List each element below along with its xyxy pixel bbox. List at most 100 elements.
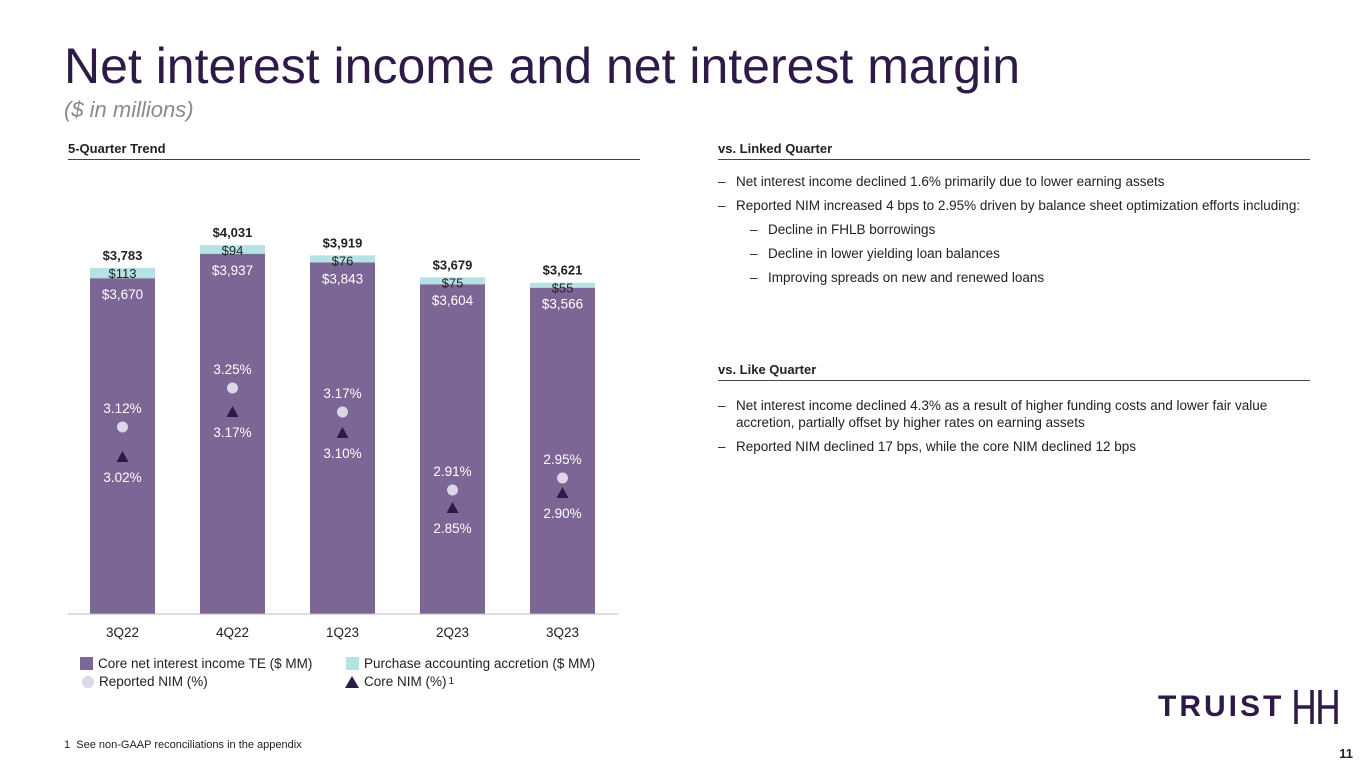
bar-accretion — [310, 255, 375, 263]
like-bullets-item: – Reported NIM declined 17 bps, while the… — [718, 438, 1308, 455]
core-nim-label: 3.10% — [323, 446, 361, 461]
legend-swatch-accretion — [346, 657, 359, 670]
circle-marker-icon — [82, 675, 94, 688]
total-label: $3,621 — [543, 263, 583, 278]
accretion-label: $113 — [109, 266, 137, 281]
x-tick-label: 1Q23 — [326, 625, 359, 640]
reported-nim-marker — [227, 382, 238, 394]
linked-bullets-item: – Decline in FHLB borrowings — [718, 221, 1308, 238]
chart-legend: Core net interest income TE ($ MM) Purch… — [80, 656, 640, 696]
truist-hh-icon — [1294, 690, 1339, 724]
like-bullets-item: – Net interest income declined 4.3% as a … — [718, 397, 1308, 431]
reported-nim-label: 3.17% — [323, 386, 361, 401]
section-heading-like-quarter: vs. Like Quarter — [718, 362, 1310, 381]
nii-nim-chart: $3,783 $113 $3,670 3.12% 3.02% 3Q22 $4,031 $94 $… — [68, 225, 618, 640]
section-heading-linked-quarter: vs. Linked Quarter — [718, 141, 1310, 160]
bullet-dash: – — [718, 398, 726, 413]
bar-core-nii — [530, 287, 595, 614]
legend-item-reported-nim: Reported NIM (%) — [82, 674, 208, 689]
total-label: $3,919 — [323, 235, 363, 250]
footnote: 1 See non-GAAP reconciliations in the ap… — [64, 739, 302, 751]
x-tick-label: 3Q22 — [106, 625, 139, 640]
legend-label-reported-nim: Reported NIM (%) — [99, 674, 208, 689]
triangle-marker-icon — [345, 675, 359, 688]
accretion-label: $76 — [332, 253, 354, 268]
page-number: 11 — [1339, 746, 1353, 761]
accretion-label: $75 — [442, 275, 464, 290]
reported-nim-marker — [337, 406, 348, 418]
core-nim-marker — [336, 427, 349, 438]
bullet-text: Net interest income declined 4.3% as a r… — [736, 398, 1268, 430]
bar-accretion — [200, 245, 265, 254]
linked-bullets-item: – Net interest income declined 1.6% prima… — [718, 173, 1308, 190]
bar-core-nii — [200, 253, 265, 614]
core-nim-marker — [226, 406, 239, 417]
linked-bullets-item: – Improving spreads on new and renewed lo… — [718, 269, 1308, 286]
truist-logo: TRUIST — [1158, 688, 1339, 726]
bar-accretion — [530, 282, 595, 288]
bar-accretion — [90, 267, 155, 279]
legend-item-core-nim: Core NIM (%) 1 — [345, 674, 454, 689]
core-nim-marker — [446, 502, 459, 513]
bullet-text: Reported NIM increased 4 bps to 2.95% dr… — [736, 198, 1301, 213]
bar-accretion — [420, 277, 485, 285]
core-nii-label: $3,670 — [102, 287, 143, 302]
linked-quarter-bullets: – Net interest income declined 1.6% prima… — [718, 173, 1308, 293]
page-title: Net interest income and net interest mar… — [64, 38, 1021, 94]
bullet-dash: – — [750, 246, 758, 261]
bullet-text: Net interest income declined 1.6% primar… — [736, 174, 1165, 189]
bullet-text: Reported NIM declined 17 bps, while the … — [736, 439, 1136, 454]
page-subtitle: ($ in millions) — [64, 97, 194, 122]
bullet-dash: – — [750, 270, 758, 285]
legend-swatch-core-nii — [80, 657, 93, 670]
footnote-number: 1 — [64, 739, 71, 751]
legend-label-core-nim: Core NIM (%) — [364, 674, 447, 689]
section-heading-5-quarter-trend: 5-Quarter Trend — [68, 141, 640, 160]
linked-bullets-item: – Decline in lower yielding loan balances — [718, 245, 1308, 262]
bullet-dash: – — [718, 198, 726, 213]
reported-nim-marker — [117, 421, 128, 433]
footnote-superscript: 1 — [448, 676, 455, 687]
reported-nim-label: 2.95% — [543, 452, 581, 467]
reported-nim-marker — [557, 472, 568, 484]
bullet-dash: – — [718, 439, 726, 454]
bullet-text: Decline in FHLB borrowings — [768, 222, 936, 237]
reported-nim-label: 2.91% — [433, 464, 471, 479]
legend-label-core-nii: Core net interest income TE ($ MM) — [98, 656, 313, 671]
reported-nim-label: 3.12% — [103, 401, 141, 416]
x-tick-label: 4Q22 — [216, 625, 249, 640]
core-nii-label: $3,843 — [322, 271, 363, 286]
total-label: $4,031 — [213, 225, 253, 240]
bullet-text: Improving spreads on new and renewed loa… — [768, 270, 1045, 285]
total-label: $3,783 — [103, 248, 143, 263]
legend-label-accretion: Purchase accounting accretion ($ MM) — [364, 656, 596, 671]
footnote-text: See non-GAAP reconciliations in the appe… — [76, 739, 302, 751]
core-nim-label: 2.85% — [433, 521, 471, 536]
total-label: $3,679 — [433, 257, 473, 272]
core-nii-label: $3,566 — [542, 297, 583, 312]
core-nim-marker — [116, 451, 129, 462]
reported-nim-label: 3.25% — [213, 362, 251, 377]
linked-bullets-item: – Reported NIM increased 4 bps to 2.95% d… — [718, 197, 1308, 214]
core-nim-label: 3.17% — [213, 425, 251, 440]
logo-wordmark: TRUIST — [1158, 690, 1285, 723]
accretion-label: $94 — [222, 243, 244, 258]
accretion-label: $55 — [552, 281, 574, 296]
x-tick-label: 2Q23 — [436, 625, 469, 640]
bullet-dash: – — [718, 174, 726, 189]
reported-nim-marker — [447, 484, 458, 496]
bar-core-nii — [90, 278, 155, 614]
legend-item-accretion: Purchase accounting accretion ($ MM) — [346, 656, 595, 671]
x-tick-label: 3Q23 — [546, 625, 579, 640]
core-nii-label: $3,604 — [432, 293, 474, 308]
bullet-dash: – — [750, 222, 758, 237]
legend-item-core-nii: Core net interest income TE ($ MM) — [80, 656, 312, 671]
core-nim-label: 3.02% — [103, 470, 141, 485]
core-nim-marker — [556, 487, 569, 498]
core-nim-label: 2.90% — [543, 506, 581, 521]
bar-core-nii — [310, 262, 375, 614]
core-nii-label: $3,937 — [212, 263, 253, 278]
bar-core-nii — [420, 284, 485, 614]
bullet-text: Decline in lower yielding loan balances — [768, 246, 1000, 261]
like-quarter-bullets: – Net interest income declined 4.3% as a … — [718, 397, 1308, 462]
